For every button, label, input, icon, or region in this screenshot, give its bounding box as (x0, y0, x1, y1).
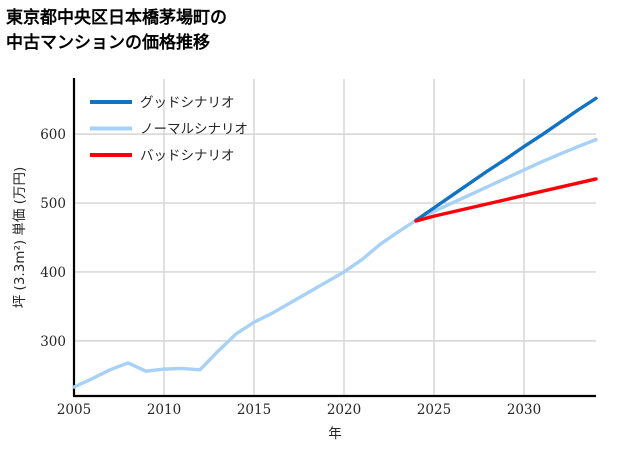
series-line-good (414, 96, 598, 222)
x-tick-label: 2020 (327, 402, 361, 418)
axis-lines (72, 78, 596, 398)
axis-titles: 年 坪 (3.3m²) 単価 (万円) (12, 167, 342, 442)
x-axis-title: 年 (328, 426, 342, 442)
x-tick-label: 2015 (237, 402, 271, 418)
x-tick-label: 2010 (147, 402, 181, 418)
legend-label-normal: ノーマルシナリオ (140, 122, 248, 138)
series-line-bad (414, 177, 598, 223)
gridlines (74, 133, 596, 342)
y-tick-label: 400 (40, 265, 66, 281)
y-tick-label: 500 (40, 196, 66, 212)
y-tick-label: 300 (40, 334, 66, 350)
legend-label-good: グッドシナリオ (140, 95, 235, 111)
gridlines-vertical (73, 79, 525, 396)
chart-title: 東京都中央区日本橋茅場町の 中古マンションの価格推移 (6, 8, 227, 53)
series-line-normal (72, 137, 598, 389)
axis-tick-labels: 2005 2010 2015 2020 2025 2030 300 400 500 600 (40, 127, 541, 418)
x-tick-label: 2030 (507, 402, 541, 418)
y-tick-label: 600 (40, 127, 66, 143)
y-axis-title: 坪 (3.3m²) 単価 (万円) (12, 167, 28, 308)
data-series (72, 96, 598, 389)
x-tick-label: 2025 (417, 402, 451, 418)
legend-label-bad: バッドシナリオ (140, 148, 235, 164)
x-tick-label: 2005 (57, 402, 91, 418)
